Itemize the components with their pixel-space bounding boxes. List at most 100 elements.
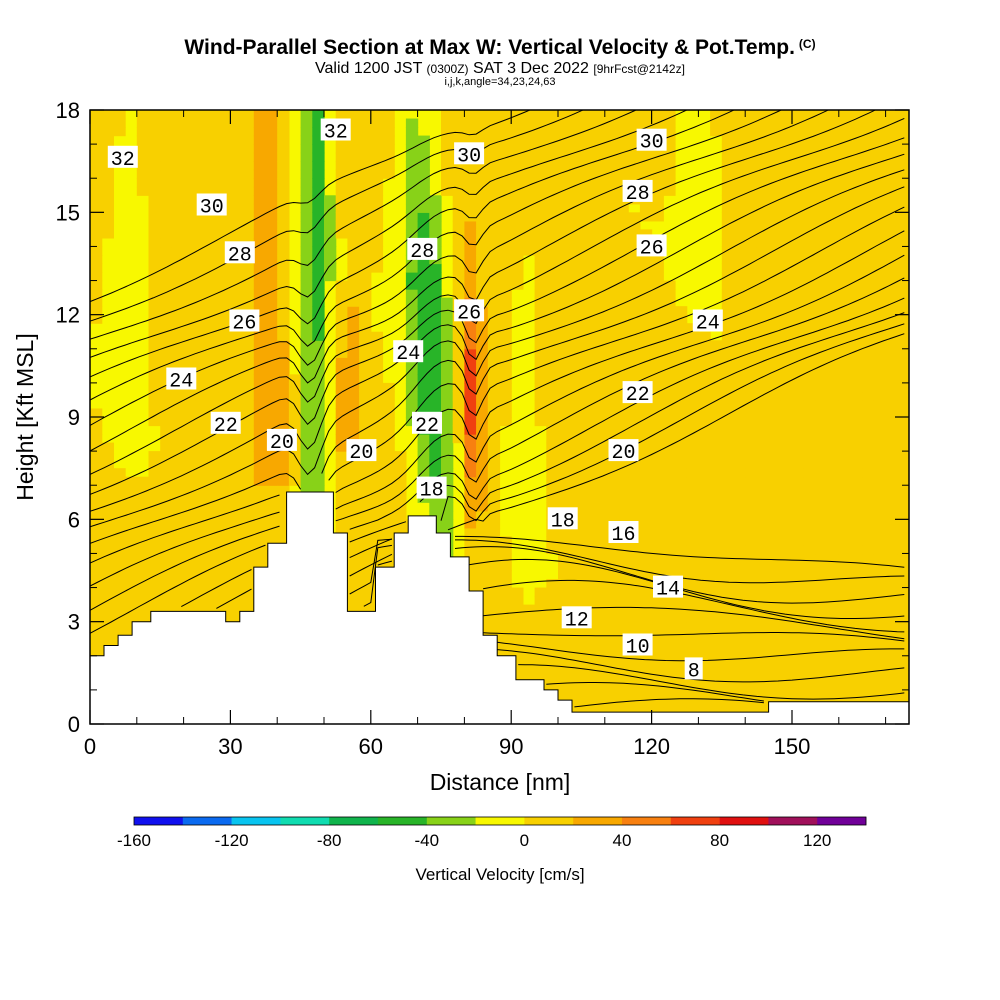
velocity-cell	[593, 135, 606, 145]
velocity-cell	[686, 510, 699, 520]
velocity-cell	[581, 570, 594, 580]
velocity-cell	[148, 331, 161, 341]
velocity-cell	[897, 246, 909, 256]
velocity-cell	[452, 289, 465, 299]
velocity-cell	[862, 135, 875, 145]
velocity-cell	[862, 280, 875, 290]
colorbar-frame	[133, 816, 867, 826]
velocity-cell	[300, 434, 313, 444]
velocity-cell	[815, 587, 828, 597]
velocity-cell	[663, 118, 676, 128]
velocity-cell	[803, 468, 816, 478]
velocity-cell	[897, 340, 909, 350]
velocity-cell	[827, 681, 840, 691]
velocity-cell	[558, 630, 571, 640]
velocity-cell	[663, 110, 676, 120]
velocity-cell	[780, 152, 793, 162]
velocity-cell	[464, 237, 477, 248]
velocity-cell	[382, 476, 395, 486]
velocity-cell	[487, 519, 501, 529]
velocity-cell	[838, 434, 852, 444]
velocity-cell	[885, 374, 898, 384]
velocity-cell	[218, 570, 231, 580]
velocity-cell	[768, 323, 781, 333]
velocity-cell	[253, 169, 267, 179]
velocity-cell	[171, 118, 185, 128]
velocity-cell	[195, 178, 208, 188]
velocity-cell	[230, 263, 243, 273]
theta-contour	[328, 206, 905, 481]
velocity-cell	[803, 570, 816, 580]
velocity-cell	[183, 519, 196, 529]
velocity-cell	[522, 220, 536, 230]
velocity-cell	[522, 672, 536, 682]
velocity-cell	[827, 263, 840, 273]
velocity-cell	[803, 442, 816, 452]
velocity-cell	[464, 579, 477, 589]
velocity-cell	[195, 118, 208, 128]
theta-contour	[483, 632, 905, 642]
velocity-cell	[160, 417, 173, 427]
velocity-cell	[780, 689, 793, 700]
velocity-cell	[230, 553, 243, 563]
velocity-cell	[487, 220, 501, 230]
velocity-cell	[593, 237, 606, 248]
velocity-cell	[183, 579, 196, 589]
velocity-cell	[850, 570, 863, 580]
velocity-cell	[756, 152, 770, 162]
velocity-cell	[569, 417, 582, 427]
velocity-cell	[780, 297, 793, 307]
velocity-cell	[710, 664, 723, 674]
velocity-cell	[745, 323, 758, 333]
velocity-cell	[265, 391, 278, 401]
velocity-cell	[827, 323, 840, 333]
velocity-cell	[277, 272, 290, 282]
velocity-cell	[780, 144, 793, 154]
velocity-cell	[359, 604, 372, 614]
velocity-cell	[745, 681, 758, 691]
velocity-cell	[710, 706, 723, 717]
velocity-cell	[698, 417, 711, 427]
velocity-cell	[569, 135, 582, 145]
velocity-cell	[476, 442, 489, 452]
velocity-cell	[499, 561, 512, 572]
velocity-cell	[862, 127, 875, 137]
velocity-cell	[171, 340, 185, 350]
velocity-cell	[90, 118, 103, 128]
velocity-cell	[756, 493, 770, 503]
velocity-cell	[277, 502, 290, 512]
velocity-cell	[733, 519, 746, 529]
velocity-cell	[721, 365, 735, 375]
velocity-cell	[452, 169, 465, 179]
velocity-cell	[663, 408, 676, 418]
velocity-cell	[569, 374, 582, 384]
velocity-cell	[756, 655, 770, 665]
velocity-cell	[441, 144, 454, 154]
velocity-cell	[850, 596, 863, 606]
velocity-cell	[183, 195, 196, 205]
velocity-cell	[347, 263, 360, 273]
velocity-cell	[230, 127, 243, 137]
velocity-cell	[873, 229, 887, 239]
velocity-cell	[792, 289, 805, 299]
velocity-cell	[300, 314, 313, 324]
velocity-cell	[885, 579, 898, 589]
velocity-cell	[558, 468, 571, 478]
velocity-cell	[663, 161, 676, 171]
velocity-cell	[569, 263, 582, 273]
velocity-cell	[394, 502, 407, 512]
velocity-cell	[628, 152, 641, 162]
velocity-cell	[160, 203, 173, 213]
velocity-cell	[663, 323, 676, 333]
velocity-cell	[885, 417, 898, 427]
velocity-cell	[160, 340, 173, 350]
velocity-cell	[756, 365, 770, 375]
velocity-cell	[195, 485, 208, 495]
velocity-cell	[862, 613, 875, 623]
velocity-cell	[125, 630, 138, 640]
velocity-cell	[850, 561, 863, 572]
velocity-cell	[897, 118, 909, 128]
velocity-cell	[101, 630, 114, 640]
velocity-cell	[499, 212, 512, 222]
velocity-cell	[792, 425, 805, 435]
